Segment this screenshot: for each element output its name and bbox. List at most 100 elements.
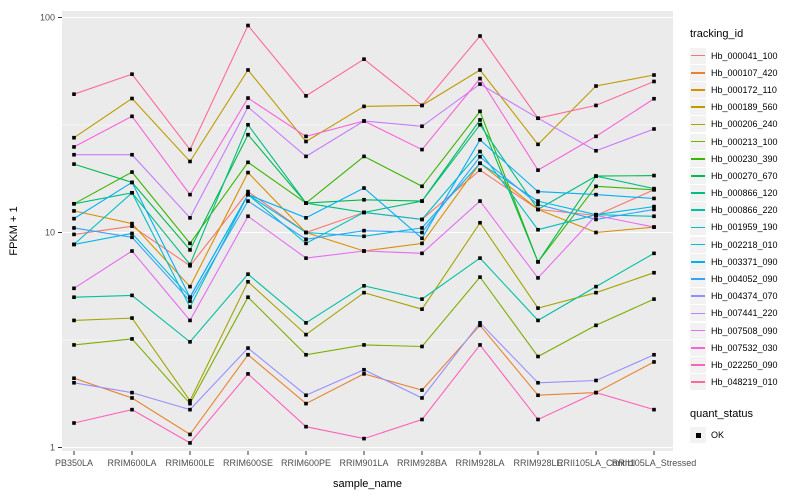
data-point-marker [594, 213, 598, 218]
data-point-marker [362, 343, 366, 347]
data-point-marker [188, 147, 192, 152]
legend-item: Hb_000206_240 [690, 116, 800, 133]
legend-key [690, 356, 706, 373]
legend-key-line [691, 54, 705, 57]
data-point-marker [652, 270, 656, 275]
legend-key [690, 133, 706, 150]
data-point-marker [304, 237, 308, 242]
legend-item: Hb_000107_420 [690, 64, 800, 81]
data-point-marker [652, 196, 656, 201]
data-point-marker [536, 380, 540, 385]
legend-item: Hb_022250_090 [690, 356, 800, 373]
x-tick-label: RRIM928BA [397, 458, 447, 468]
data-point-marker [478, 220, 482, 225]
data-point-marker [594, 378, 598, 383]
data-point-marker [420, 241, 424, 246]
legend-key-line [691, 71, 705, 74]
legend-key-line [691, 381, 705, 383]
legend-key [690, 116, 706, 133]
data-point-marker [652, 207, 656, 212]
data-point-marker [130, 224, 134, 228]
legend-item-label: Hb_000189_560 [711, 102, 778, 113]
legend-key [690, 322, 706, 339]
legend-item: Hb_000230_390 [690, 150, 800, 167]
data-point-marker [362, 228, 366, 233]
data-point-marker [362, 249, 366, 253]
legend-key [690, 64, 706, 81]
data-point-marker [304, 216, 308, 220]
data-point-marker [536, 354, 540, 359]
legend-key [690, 219, 706, 236]
data-point-marker [478, 323, 482, 328]
data-point-marker [362, 284, 366, 288]
data-point-marker [362, 119, 366, 123]
data-point-marker [188, 318, 192, 323]
data-point-marker [130, 170, 134, 174]
legend-item: Hb_007508_090 [690, 322, 800, 339]
data-point-marker [594, 184, 598, 189]
data-point-marker [72, 295, 76, 300]
legend-color-items: Hb_000041_100 Hb_000107_420 Hb_000172_110 H… [690, 47, 800, 391]
data-point-marker [478, 137, 482, 142]
legend-item-label: Hb_001959_190 [711, 222, 778, 233]
data-point-marker [594, 103, 598, 108]
data-point-marker [594, 230, 598, 235]
legend-key-line [691, 261, 705, 263]
legend-key [690, 253, 706, 270]
legend-item: Hb_004052_090 [690, 270, 800, 288]
x-tick-label: PB350LA [55, 458, 93, 468]
data-point-marker [478, 321, 482, 325]
data-point-marker [188, 441, 192, 445]
data-point-marker [188, 295, 192, 300]
data-point-marker [130, 152, 134, 157]
legend-key-line [691, 226, 705, 229]
x-tick-label: RRII105LA_Stressed [612, 458, 697, 468]
legend-key [690, 202, 706, 219]
legend-item-label: Hb_002218_010 [711, 239, 778, 250]
data-point-marker [246, 96, 250, 100]
legend-key-line [691, 295, 705, 297]
legend-key [690, 374, 706, 391]
legend-item: Hb_007441_220 [690, 305, 800, 322]
data-point-marker [594, 217, 598, 222]
data-point-marker [420, 297, 424, 301]
data-point-marker [420, 417, 424, 422]
legend-key-line [691, 192, 705, 194]
legend-shape-items: OK [690, 427, 800, 444]
legend-item-label: Hb_000172_110 [711, 84, 777, 95]
data-point-marker [130, 396, 134, 400]
data-point-marker [188, 340, 192, 344]
data-point-marker [652, 407, 656, 412]
data-point-marker [652, 214, 656, 219]
x-axis-title: sample_name [332, 478, 403, 490]
legend-key-line [691, 140, 705, 143]
data-point-marker [478, 76, 482, 81]
data-point-marker [72, 162, 76, 166]
data-point-marker [246, 272, 250, 276]
data-point-marker [246, 199, 250, 203]
legend-shape-block: quant_status OK [690, 408, 800, 444]
legend-key [690, 81, 706, 98]
data-point-marker [246, 132, 250, 137]
data-point-marker [536, 199, 540, 203]
data-point-marker [246, 189, 250, 194]
data-point-marker [246, 23, 250, 28]
legend-key [690, 288, 706, 305]
data-point-marker [362, 210, 366, 215]
data-point-marker [188, 284, 192, 289]
data-point-marker [536, 142, 540, 147]
data-point-marker [304, 332, 308, 337]
data-point-marker [478, 256, 482, 260]
legend-item-label: Hb_000213_100 [711, 136, 778, 147]
data-point-marker [188, 401, 192, 406]
legend-key [690, 271, 706, 288]
x-tick-label: RRIM928LE [513, 458, 562, 468]
data-point-marker [478, 168, 482, 172]
legend-item-label: Hb_000866_120 [711, 188, 778, 199]
data-point-marker [594, 148, 598, 153]
data-point-marker [652, 360, 656, 364]
data-point-marker [420, 217, 424, 222]
legend-item-label: Hb_000866_220 [711, 205, 778, 216]
data-point-marker [72, 421, 76, 425]
